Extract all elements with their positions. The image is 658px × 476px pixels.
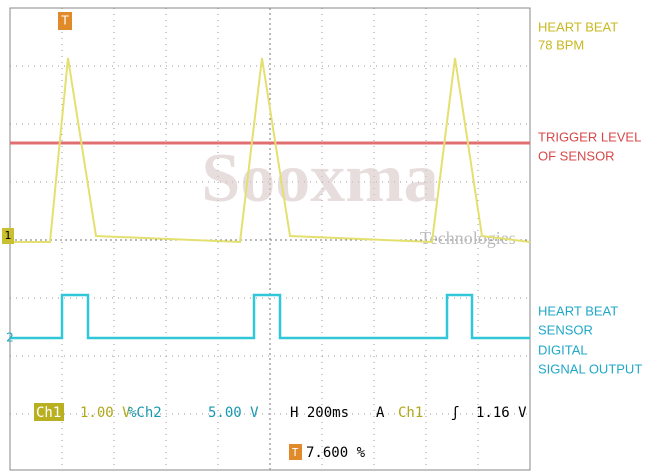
trigger-source: Ch1: [398, 405, 423, 421]
annotation-line: SIGNAL OUTPUT: [538, 361, 642, 376]
ch2-marker: 2: [6, 331, 14, 345]
ch1-scale: 1.00 V: [80, 405, 131, 421]
ch2-scale: 5.00 V: [208, 405, 259, 421]
annotation-line: 78 BPM: [538, 37, 584, 52]
annotation-line: TRIGGER LEVEL: [538, 129, 641, 144]
annotation-line: OF SENSOR: [538, 148, 615, 163]
annotation-line: SENSOR: [538, 322, 593, 337]
trigger-mode: A: [376, 405, 385, 421]
ch1-marker: 1: [5, 229, 12, 242]
trigger-position: 7.600 %: [306, 445, 366, 461]
trigger-slope: ʃ: [451, 405, 459, 421]
trig-pos-icon: T: [292, 446, 299, 459]
annotation-line: DIGITAL: [538, 342, 588, 357]
ch1-label: Ch1: [36, 405, 61, 421]
scope-screenshot: Sooxma Technologies T 1 2 HEART BEAT 78 …: [0, 0, 658, 476]
timebase: H 200ms: [290, 405, 349, 421]
annotation-line: HEART BEAT: [538, 303, 618, 318]
trigger-marker: T: [60, 14, 69, 28]
annotation-line: HEART BEAT: [538, 19, 618, 34]
watermark: Sooxma: [201, 140, 438, 217]
trigger-level: 1.16 V: [476, 405, 527, 421]
ch2-label: %Ch2: [128, 405, 162, 421]
